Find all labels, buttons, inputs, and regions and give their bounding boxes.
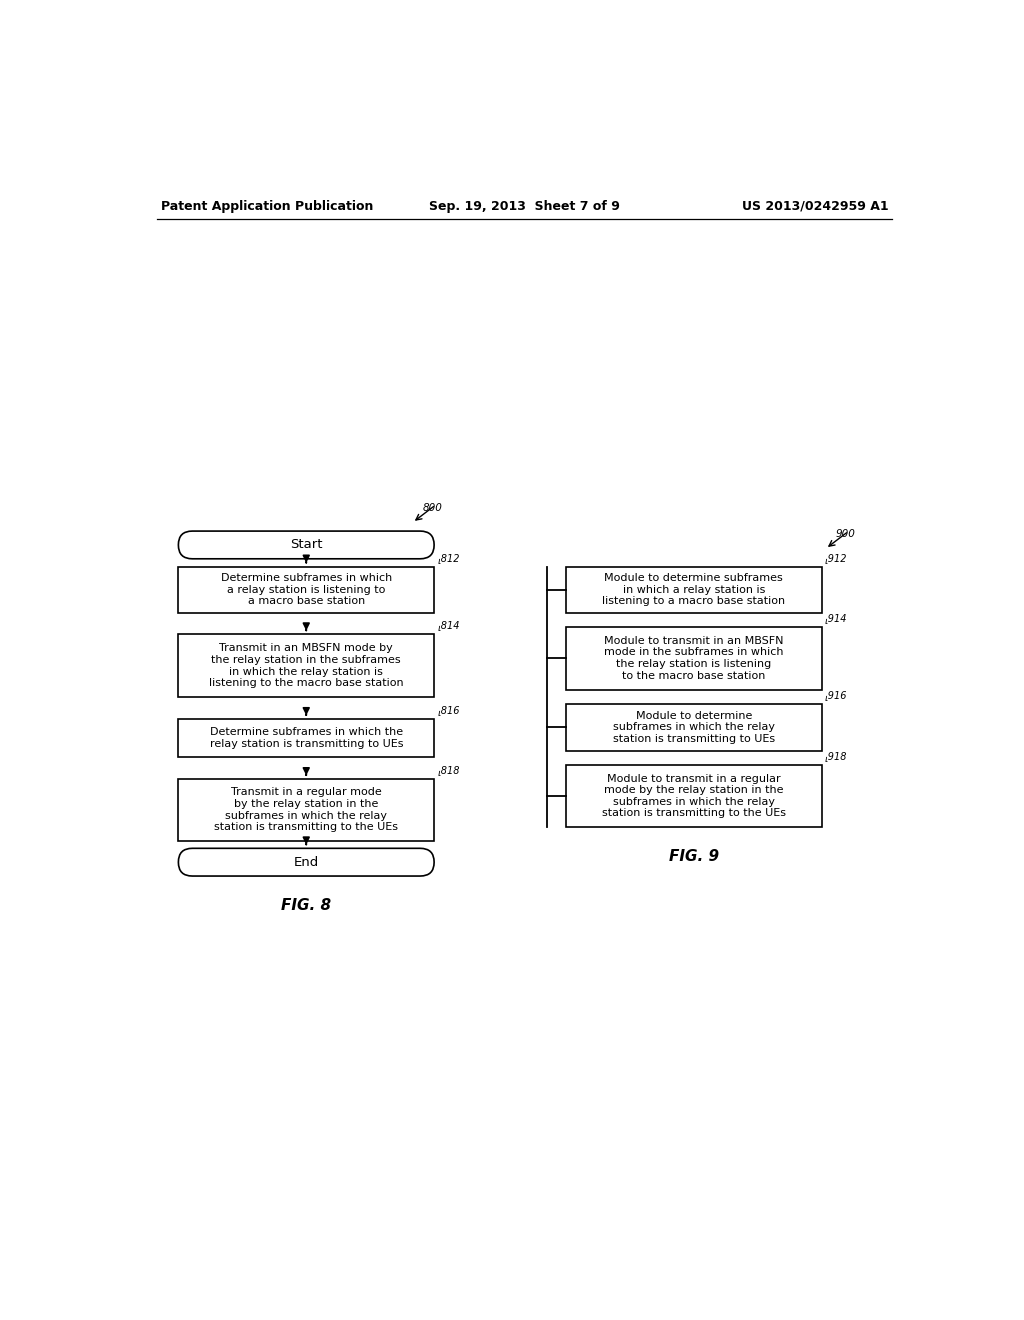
Text: 900: 900 — [836, 529, 855, 539]
Text: Transmit in a regular mode
by the relay station in the
subframes in which the re: Transmit in a regular mode by the relay … — [214, 788, 398, 832]
Text: FIG. 9: FIG. 9 — [669, 849, 719, 863]
FancyBboxPatch shape — [178, 566, 434, 612]
FancyBboxPatch shape — [566, 704, 821, 751]
Text: End: End — [294, 855, 318, 869]
Text: ⸤916: ⸤916 — [824, 690, 847, 700]
Text: ⸤816: ⸤816 — [437, 705, 460, 715]
FancyBboxPatch shape — [178, 849, 434, 876]
Text: Transmit in an MBSFN mode by
the relay station in the subframes
in which the rel: Transmit in an MBSFN mode by the relay s… — [209, 643, 403, 688]
Text: Module to transmit in a regular
mode by the relay station in the
subframes in wh: Module to transmit in a regular mode by … — [602, 774, 785, 818]
FancyBboxPatch shape — [178, 635, 434, 697]
FancyBboxPatch shape — [178, 719, 434, 758]
Text: Start: Start — [290, 539, 323, 552]
FancyBboxPatch shape — [566, 766, 821, 826]
Text: 800: 800 — [423, 503, 442, 512]
Text: Module to determine subframes
in which a relay station is
listening to a macro b: Module to determine subframes in which a… — [602, 573, 785, 606]
Text: ⸤918: ⸤918 — [824, 751, 847, 762]
Text: ⸤812: ⸤812 — [437, 553, 460, 562]
FancyBboxPatch shape — [566, 566, 821, 612]
Text: Module to determine
subframes in which the relay
station is transmitting to UEs: Module to determine subframes in which t… — [612, 711, 775, 744]
Text: Patent Application Publication: Patent Application Publication — [161, 199, 373, 213]
Text: Module to transmit in an MBSFN
mode in the subframes in which
the relay station : Module to transmit in an MBSFN mode in t… — [604, 636, 783, 681]
FancyBboxPatch shape — [178, 779, 434, 841]
Text: ⸤818: ⸤818 — [437, 766, 460, 775]
Text: ⸤814: ⸤814 — [437, 620, 460, 631]
Text: Determine subframes in which
a relay station is listening to
a macro base statio: Determine subframes in which a relay sta… — [220, 573, 392, 606]
Text: Determine subframes in which the
relay station is transmitting to UEs: Determine subframes in which the relay s… — [210, 727, 403, 748]
FancyBboxPatch shape — [566, 627, 821, 689]
Text: Sep. 19, 2013  Sheet 7 of 9: Sep. 19, 2013 Sheet 7 of 9 — [429, 199, 621, 213]
Text: ⸤914: ⸤914 — [824, 612, 847, 623]
Text: US 2013/0242959 A1: US 2013/0242959 A1 — [742, 199, 889, 213]
Text: ⸤912: ⸤912 — [824, 553, 847, 562]
FancyBboxPatch shape — [178, 531, 434, 558]
Text: FIG. 8: FIG. 8 — [282, 898, 332, 913]
